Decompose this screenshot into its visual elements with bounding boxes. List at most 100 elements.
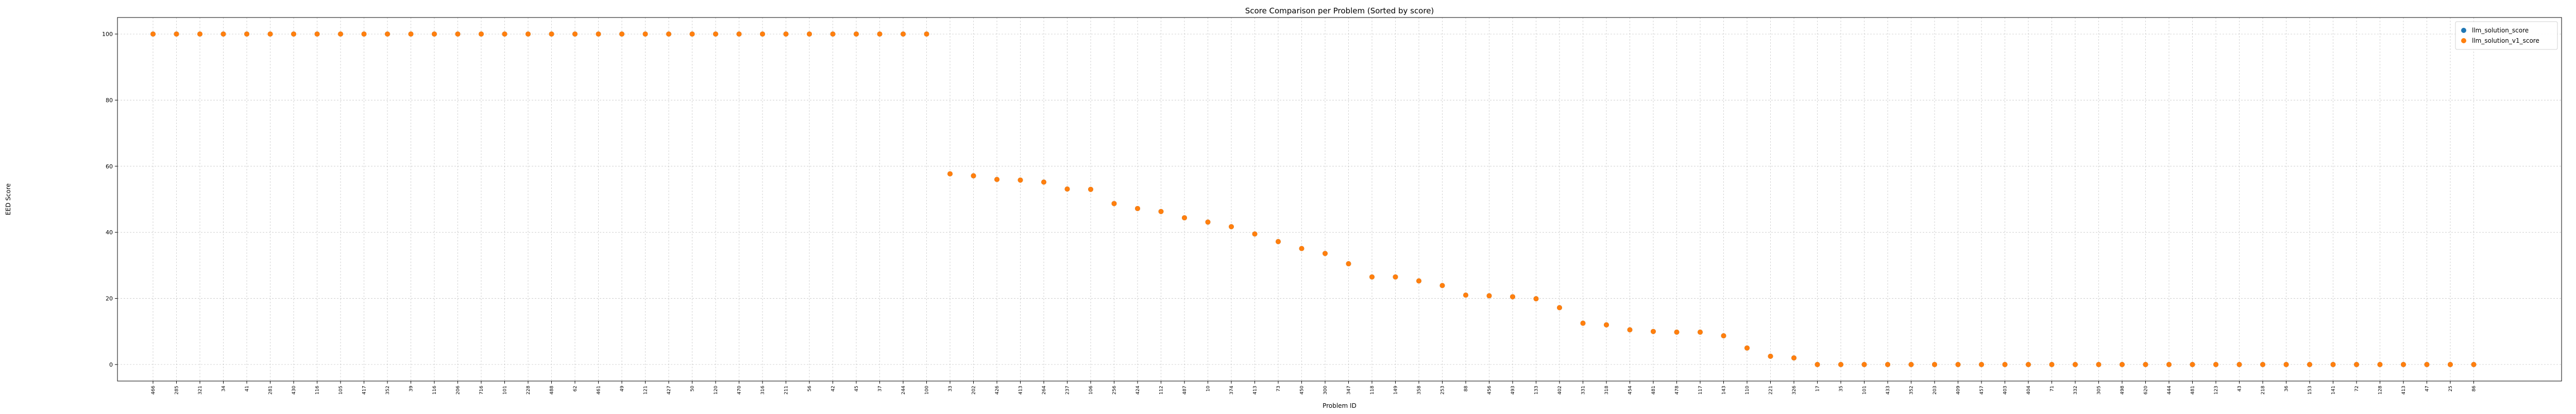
- x-tick-label: 426: [995, 386, 1000, 394]
- y-axis-label: EED Score: [5, 183, 12, 215]
- x-tick-label: 461: [597, 386, 602, 394]
- x-tick-label: 49: [620, 386, 625, 392]
- x-tick-label: 256: [1112, 386, 1117, 394]
- data-point: [924, 31, 929, 37]
- x-tick-label: 430: [292, 386, 297, 394]
- x-tick-label: 352: [1909, 386, 1914, 394]
- x-tick-label: 470: [737, 386, 742, 394]
- data-point: [1416, 278, 1421, 284]
- x-tick-label: 433: [1886, 386, 1891, 394]
- data-point: [807, 31, 812, 37]
- data-point: [1604, 322, 1609, 327]
- x-tick-label: 71: [2050, 386, 2055, 391]
- data-points: [150, 31, 2477, 367]
- x-tick-label: 427: [667, 386, 672, 394]
- x-tick-label: 35: [1839, 386, 1844, 391]
- data-point: [901, 31, 906, 37]
- x-tick-label: 218: [2261, 386, 2266, 394]
- x-tick-label: 454: [1628, 386, 1633, 394]
- data-point: [1158, 209, 1164, 214]
- x-tick-label: 73: [1276, 386, 1281, 391]
- data-point: [1369, 274, 1375, 280]
- data-point: [150, 31, 156, 37]
- x-tick-label: 253: [1440, 386, 1446, 394]
- legend: llm_solution_score llm_solution_v1_score: [2455, 21, 2558, 50]
- data-point: [1580, 320, 1586, 326]
- x-tick-label: 100: [925, 386, 930, 394]
- x-axis-label: Problem ID: [1323, 402, 1357, 409]
- x-tick-label: 47: [2425, 386, 2430, 391]
- x-tick-label: 25: [2448, 386, 2453, 391]
- data-point: [221, 31, 226, 37]
- x-tick-label: 409: [1956, 386, 1961, 394]
- x-tick-label: 128: [2378, 386, 2383, 394]
- data-point: [2120, 361, 2125, 367]
- x-tick-label: 413: [1019, 386, 1024, 394]
- x-tick-label: 120: [714, 386, 719, 394]
- data-point: [1955, 361, 1961, 367]
- data-point: [549, 31, 554, 37]
- x-tick-label: 56: [807, 386, 812, 392]
- data-point: [1533, 296, 1539, 302]
- data-point: [2213, 361, 2218, 367]
- data-point: [1229, 224, 1234, 230]
- data-point: [2002, 361, 2008, 367]
- data-point: [174, 31, 179, 37]
- x-tick-label: 36: [2284, 386, 2290, 392]
- data-point: [1838, 361, 1843, 367]
- x-tick-label: 331: [1581, 386, 1586, 394]
- x-tick-label: 498: [2120, 386, 2125, 394]
- plot-frame: [117, 17, 2562, 382]
- data-point: [619, 31, 624, 37]
- x-tick-label: 237: [1065, 386, 1071, 394]
- axis-ticks: 0 20 40 60 80 100 466 285 321 34 41 281 430 116 105 417…: [102, 31, 2477, 394]
- x-tick-label: 123: [2214, 386, 2219, 394]
- x-tick-label: 403: [2003, 386, 2008, 394]
- data-point: [1932, 361, 1937, 367]
- data-point: [197, 31, 202, 37]
- data-point: [760, 31, 765, 37]
- x-tick-label: 112: [1159, 386, 1164, 394]
- data-point: [1744, 345, 1750, 351]
- x-tick-label: 358: [1417, 386, 1422, 394]
- data-point: [1908, 361, 1914, 367]
- x-tick-label: 466: [151, 386, 156, 394]
- data-point: [1885, 361, 1890, 367]
- data-point: [2096, 361, 2102, 367]
- x-tick-label: 86: [2472, 386, 2477, 392]
- data-point: [244, 31, 249, 37]
- data-point: [1064, 186, 1070, 192]
- data-point: [2401, 361, 2406, 367]
- x-tick-label: 244: [901, 386, 906, 394]
- data-point: [994, 177, 999, 182]
- data-point: [1088, 186, 1093, 192]
- x-tick-label: 450: [1300, 386, 1305, 394]
- x-tick-label: 481: [1651, 386, 1656, 394]
- x-tick-label: 149: [1394, 386, 1399, 394]
- data-point: [1439, 283, 1445, 288]
- data-point: [1276, 239, 1281, 245]
- x-tick-label: 221: [1769, 386, 1774, 394]
- x-tick-label: 42: [831, 386, 836, 391]
- data-point: [1768, 353, 1773, 359]
- x-tick-label: 620: [2144, 386, 2149, 394]
- data-point: [432, 31, 437, 37]
- legend-box: [2455, 21, 2558, 50]
- data-point: [1791, 355, 1797, 361]
- x-tick-label: 116: [315, 386, 320, 394]
- data-point: [314, 31, 320, 37]
- data-point: [1463, 292, 1468, 298]
- x-tick-label: 141: [2331, 386, 2336, 394]
- data-point: [479, 31, 484, 37]
- data-point: [1510, 294, 1515, 300]
- data-point: [1252, 231, 1258, 237]
- x-tick-label: 206: [456, 386, 461, 394]
- data-point: [1674, 330, 1680, 335]
- x-tick-label: 39: [409, 386, 414, 392]
- x-tick-label: 347: [1347, 386, 1352, 394]
- data-point: [2354, 361, 2359, 367]
- data-point: [1557, 305, 1562, 310]
- data-point: [1651, 329, 1656, 334]
- x-tick-label: 457: [1979, 386, 1985, 394]
- data-point: [1205, 219, 1211, 225]
